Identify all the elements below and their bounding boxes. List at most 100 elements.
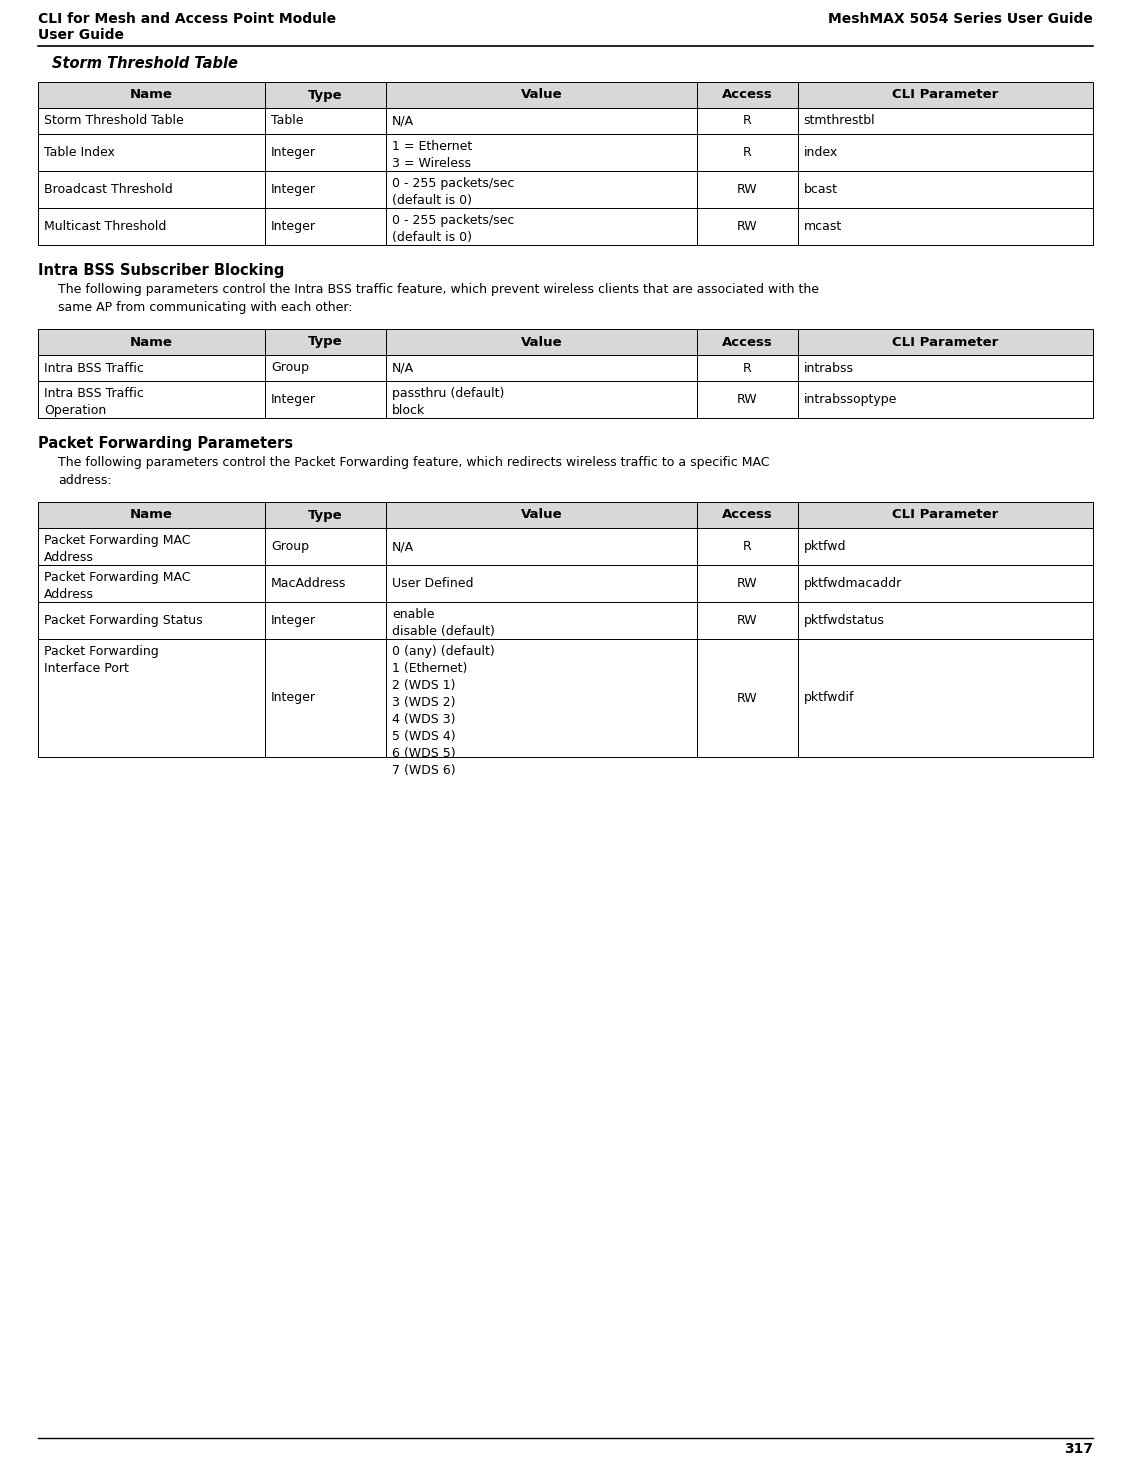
Text: Intra BSS Traffic
Operation: Intra BSS Traffic Operation	[44, 388, 143, 417]
Bar	[38, 329, 265, 355]
Bar	[386, 382, 698, 418]
Text: Access: Access	[723, 508, 773, 521]
Bar	[698, 134, 797, 170]
Bar	[38, 109, 265, 134]
Text: pktfwdmacaddr: pktfwdmacaddr	[804, 577, 902, 590]
Bar	[265, 134, 386, 170]
Text: N/A: N/A	[392, 540, 414, 553]
Bar	[265, 639, 386, 757]
Text: Intra BSS Subscriber Blocking: Intra BSS Subscriber Blocking	[38, 263, 285, 277]
Bar	[386, 82, 698, 109]
Bar	[797, 109, 1093, 134]
Bar	[698, 82, 797, 109]
Text: CLI for Mesh and Access Point Module: CLI for Mesh and Access Point Module	[38, 12, 336, 26]
Bar	[386, 329, 698, 355]
Text: Broadcast Threshold: Broadcast Threshold	[44, 184, 173, 197]
Text: enable
disable (default): enable disable (default)	[392, 608, 495, 639]
Bar	[797, 329, 1093, 355]
Text: RW: RW	[737, 577, 758, 590]
Text: bcast: bcast	[804, 184, 838, 197]
Text: CLI Parameter: CLI Parameter	[892, 508, 998, 521]
Text: User Defined: User Defined	[392, 577, 474, 590]
Text: Value: Value	[520, 88, 562, 101]
Text: stmthrestbl: stmthrestbl	[804, 115, 875, 128]
Bar	[265, 208, 386, 245]
Text: Type: Type	[308, 508, 343, 521]
Text: RW: RW	[737, 220, 758, 233]
Bar	[38, 355, 265, 382]
Text: 1 = Ethernet
3 = Wireless: 1 = Ethernet 3 = Wireless	[392, 139, 472, 170]
Text: mcast: mcast	[804, 220, 842, 233]
Bar	[797, 565, 1093, 602]
Text: Storm Threshold Table: Storm Threshold Table	[44, 115, 184, 128]
Bar	[698, 109, 797, 134]
Text: Integer: Integer	[271, 393, 316, 407]
Bar	[797, 528, 1093, 565]
Text: intrabss: intrabss	[804, 361, 854, 374]
Text: passthru (default)
block: passthru (default) block	[392, 388, 505, 417]
Bar	[698, 528, 797, 565]
Text: Value: Value	[520, 336, 562, 348]
Bar	[38, 382, 265, 418]
Text: Access: Access	[723, 88, 773, 101]
Bar	[265, 329, 386, 355]
Text: Table: Table	[271, 115, 304, 128]
Bar	[265, 528, 386, 565]
Text: Value: Value	[520, 508, 562, 521]
Text: pktfwdstatus: pktfwdstatus	[804, 614, 884, 627]
Bar	[386, 602, 698, 639]
Bar	[38, 565, 265, 602]
Bar	[38, 170, 265, 208]
Text: The following parameters control the Intra BSS traffic feature, which prevent wi: The following parameters control the Int…	[58, 283, 819, 314]
Bar	[386, 565, 698, 602]
Text: pktfwdif: pktfwdif	[804, 691, 855, 705]
Bar	[797, 134, 1093, 170]
Text: Group: Group	[271, 540, 309, 553]
Bar	[38, 208, 265, 245]
Bar	[386, 639, 698, 757]
Bar	[265, 565, 386, 602]
Text: 317: 317	[1064, 1442, 1093, 1456]
Bar	[797, 355, 1093, 382]
Bar	[698, 502, 797, 528]
Text: index: index	[804, 145, 838, 159]
Bar	[698, 382, 797, 418]
Bar	[265, 382, 386, 418]
Text: 0 - 255 packets/sec
(default is 0): 0 - 255 packets/sec (default is 0)	[392, 178, 515, 207]
Bar	[386, 502, 698, 528]
Text: R: R	[743, 540, 752, 553]
Text: RW: RW	[737, 691, 758, 705]
Text: Integer: Integer	[271, 145, 316, 159]
Text: Name: Name	[130, 508, 173, 521]
Text: N/A: N/A	[392, 361, 414, 374]
Text: Integer: Integer	[271, 184, 316, 197]
Bar	[698, 602, 797, 639]
Bar	[38, 639, 265, 757]
Text: MacAddress: MacAddress	[271, 577, 347, 590]
Bar	[386, 109, 698, 134]
Bar	[265, 82, 386, 109]
Bar	[797, 82, 1093, 109]
Bar	[265, 109, 386, 134]
Text: Table Index: Table Index	[44, 145, 115, 159]
Bar	[386, 528, 698, 565]
Text: User Guide: User Guide	[38, 28, 124, 43]
Text: Integer: Integer	[271, 220, 316, 233]
Bar	[386, 170, 698, 208]
Text: Packet Forwarding MAC
Address: Packet Forwarding MAC Address	[44, 534, 191, 564]
Bar	[38, 528, 265, 565]
Text: RW: RW	[737, 184, 758, 197]
Text: CLI Parameter: CLI Parameter	[892, 88, 998, 101]
Text: CLI Parameter: CLI Parameter	[892, 336, 998, 348]
Bar	[386, 134, 698, 170]
Text: Name: Name	[130, 336, 173, 348]
Bar	[698, 329, 797, 355]
Text: Integer: Integer	[271, 691, 316, 705]
Text: Access: Access	[723, 336, 773, 348]
Bar	[38, 602, 265, 639]
Text: Integer: Integer	[271, 614, 316, 627]
Bar	[38, 134, 265, 170]
Bar	[698, 355, 797, 382]
Text: Storm Threshold Table: Storm Threshold Table	[52, 56, 238, 70]
Bar	[386, 355, 698, 382]
